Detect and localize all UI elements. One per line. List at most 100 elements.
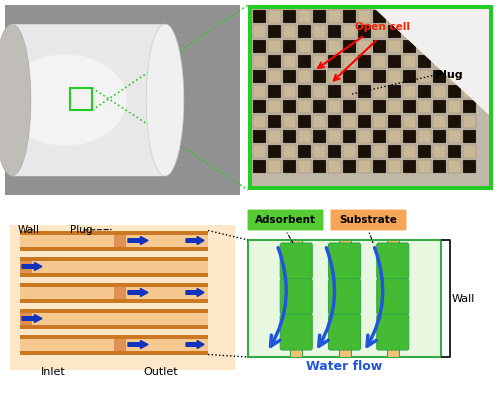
Bar	[373, 40, 386, 53]
Polygon shape	[375, 9, 489, 115]
FancyBboxPatch shape	[377, 243, 409, 279]
Bar	[418, 100, 431, 113]
Bar	[268, 160, 281, 173]
Bar	[343, 145, 356, 158]
Bar	[268, 40, 281, 53]
Bar	[5, 5, 240, 195]
Bar	[388, 40, 401, 53]
Bar	[448, 100, 461, 113]
Bar	[313, 145, 326, 158]
Bar	[283, 85, 296, 98]
Bar	[463, 55, 476, 68]
Bar	[268, 85, 281, 98]
Bar	[463, 85, 476, 98]
Bar	[253, 145, 266, 158]
Bar	[373, 115, 386, 128]
Bar	[268, 145, 281, 158]
FancyBboxPatch shape	[328, 243, 360, 279]
Ellipse shape	[4, 54, 127, 146]
Bar	[463, 115, 476, 128]
Bar	[433, 100, 446, 113]
Bar	[343, 70, 356, 83]
FancyBboxPatch shape	[280, 243, 312, 279]
Bar	[448, 10, 461, 23]
Bar	[343, 85, 356, 98]
Bar	[298, 70, 311, 83]
Bar	[418, 10, 431, 23]
Bar	[313, 70, 326, 83]
Bar	[343, 25, 356, 38]
FancyBboxPatch shape	[330, 209, 407, 231]
Bar	[403, 145, 416, 158]
Bar	[290, 240, 302, 357]
FancyBboxPatch shape	[377, 279, 409, 314]
Bar	[373, 130, 386, 143]
Polygon shape	[22, 314, 42, 322]
FancyBboxPatch shape	[246, 209, 324, 231]
Bar	[373, 55, 386, 68]
Text: Inlet: Inlet	[40, 367, 66, 377]
Bar	[20, 261, 32, 273]
Bar	[328, 85, 341, 98]
Text: Adsorbent: Adsorbent	[255, 215, 316, 225]
Bar	[448, 25, 461, 38]
Bar	[20, 231, 208, 251]
Bar	[114, 235, 126, 247]
Bar	[114, 286, 126, 298]
Bar	[373, 70, 386, 83]
Bar	[298, 40, 311, 53]
Bar	[313, 55, 326, 68]
Bar	[388, 25, 401, 38]
Bar	[373, 100, 386, 113]
Bar	[248, 240, 441, 357]
Bar	[433, 85, 446, 98]
Bar	[283, 100, 296, 113]
Bar	[448, 40, 461, 53]
Bar	[343, 55, 356, 68]
Bar	[283, 160, 296, 173]
Bar	[70, 88, 92, 110]
Bar	[373, 160, 386, 173]
Bar	[403, 100, 416, 113]
Bar	[114, 282, 126, 302]
Bar	[20, 312, 208, 324]
Bar	[313, 40, 326, 53]
Bar	[283, 10, 296, 23]
Bar	[358, 55, 371, 68]
Polygon shape	[128, 340, 148, 348]
Bar	[252, 9, 489, 186]
Bar	[253, 25, 266, 38]
Bar	[433, 130, 446, 143]
Bar	[433, 40, 446, 53]
Bar	[114, 338, 126, 350]
Bar	[388, 10, 401, 23]
FancyBboxPatch shape	[280, 279, 312, 314]
Bar	[298, 160, 311, 173]
Bar	[433, 145, 446, 158]
Bar	[403, 25, 416, 38]
Bar	[403, 130, 416, 143]
Bar	[328, 25, 341, 38]
Bar	[343, 40, 356, 53]
Bar	[20, 286, 208, 298]
Bar	[313, 10, 326, 23]
Bar	[448, 55, 461, 68]
Bar	[463, 145, 476, 158]
Bar	[448, 145, 461, 158]
Text: Open cell: Open cell	[355, 22, 410, 32]
Bar	[433, 10, 446, 23]
Bar	[388, 85, 401, 98]
FancyBboxPatch shape	[377, 314, 409, 350]
Bar	[283, 115, 296, 128]
Bar	[298, 115, 311, 128]
Bar	[328, 40, 341, 53]
Polygon shape	[186, 237, 204, 245]
Bar	[253, 85, 266, 98]
Bar	[388, 55, 401, 68]
Bar	[388, 130, 401, 143]
Bar	[358, 160, 371, 173]
Bar	[403, 10, 416, 23]
Bar	[328, 115, 341, 128]
Bar	[5, 5, 240, 195]
Bar	[343, 160, 356, 173]
